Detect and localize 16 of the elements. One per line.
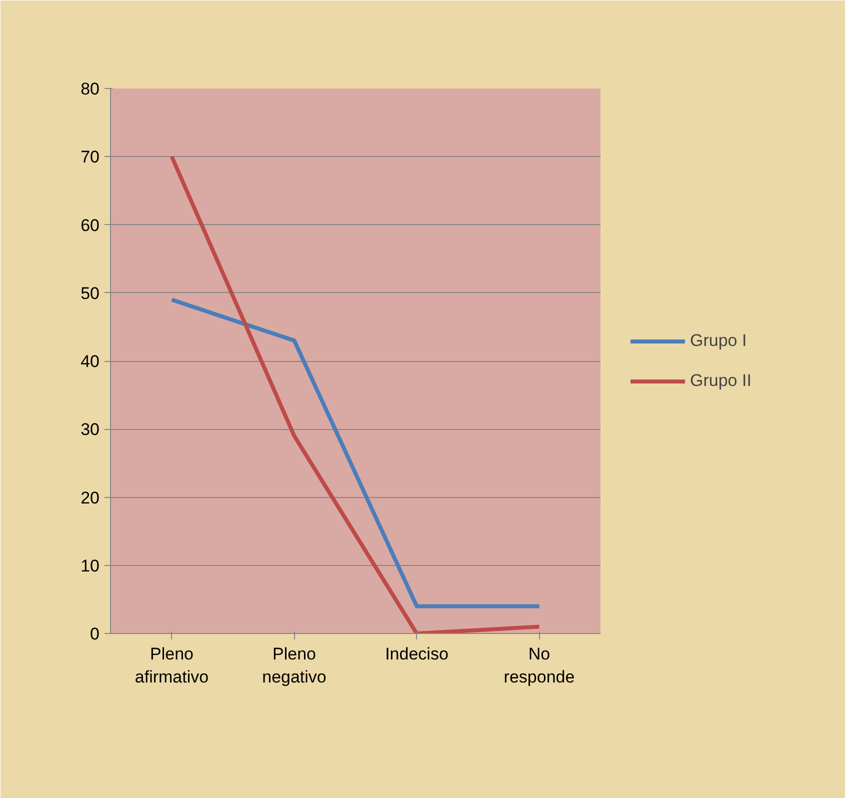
y-tick-label: 20 <box>80 488 100 508</box>
y-tick-label: 40 <box>80 352 100 371</box>
x-tick-label: No responde <box>504 644 575 686</box>
y-tick-label: 0 <box>90 624 100 644</box>
y-tick-label: 30 <box>80 420 100 440</box>
y-tick-label: 60 <box>80 216 100 235</box>
y-tick-label: 10 <box>80 556 100 576</box>
x-tick-label: Indeciso <box>385 644 448 664</box>
y-tick-label: 70 <box>80 148 100 167</box>
legend-label: Grupo I <box>690 330 747 350</box>
legend-label: Grupo II <box>690 370 752 390</box>
x-tick-label: Pleno afirmativo <box>134 644 209 686</box>
line-series <box>170 154 542 634</box>
y-tick-label: 50 <box>80 284 100 303</box>
y-tick-label: 80 <box>80 80 100 98</box>
x-tick-label: Pleno negativo <box>262 644 326 686</box>
